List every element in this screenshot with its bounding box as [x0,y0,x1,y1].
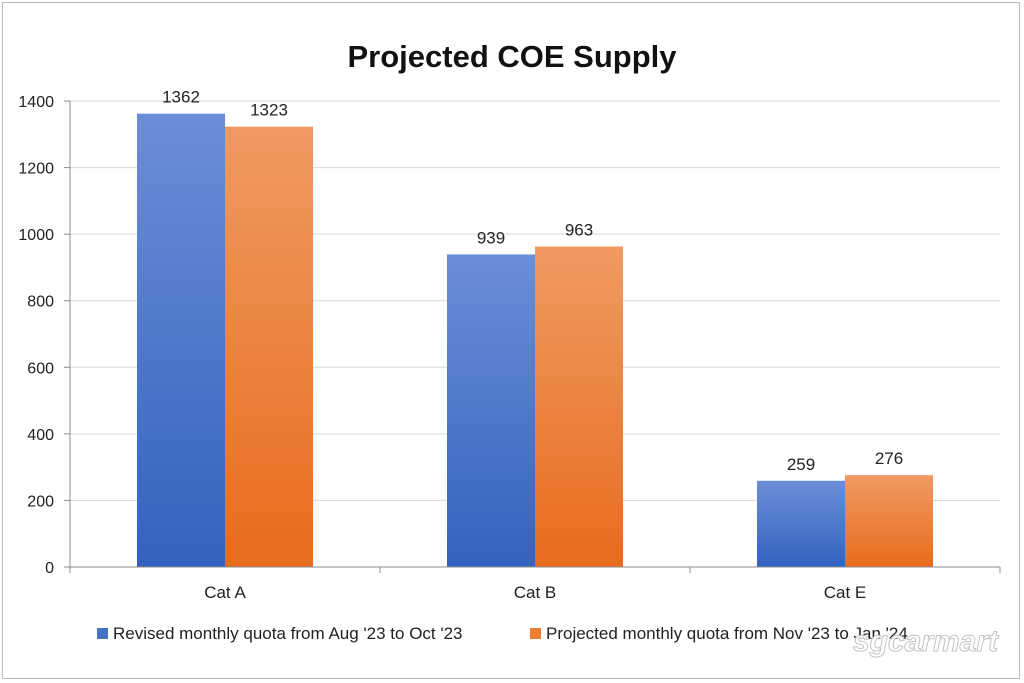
x-tick-label: Cat A [204,583,246,602]
legend-label: Projected monthly quota from Nov '23 to … [546,624,908,643]
x-tick-label: Cat B [514,583,557,602]
bar [535,246,623,568]
data-label: 963 [565,220,593,239]
y-tick-label: 1200 [18,161,54,178]
legend-swatch [530,628,541,639]
y-tick-label: 800 [27,294,54,311]
data-label: 259 [787,455,815,474]
data-label: 1362 [162,88,200,107]
bar [845,475,933,567]
y-axis: 0 200 400 600 800 1000 1200 1400 [18,94,71,577]
data-label: 939 [477,228,505,247]
sgcarmart-watermark: sgcarmart [853,625,1000,658]
legend-swatch [97,628,108,639]
y-tick-label: 1400 [18,94,54,111]
bars: 1362 1323 939 963 259 276 [137,88,933,568]
y-tick-label: 200 [27,493,54,510]
bar [447,254,535,567]
y-tick-label: 600 [27,360,54,377]
legend-label: Revised monthly quota from Aug '23 to Oc… [113,624,463,643]
y-tick-label: 400 [27,427,54,444]
bar [225,126,313,567]
data-label: 1323 [250,101,288,120]
y-tick-label: 0 [45,560,54,577]
x-tick-label: Cat E [824,583,867,602]
data-label: 276 [875,449,903,468]
bar [757,480,845,567]
chart-title: Projected COE Supply [347,39,677,74]
y-tick-label: 1000 [18,227,54,244]
bar [137,113,225,568]
legend: Revised monthly quota from Aug '23 to Oc… [97,624,908,643]
x-axis: Cat A Cat B Cat E [69,566,1001,602]
